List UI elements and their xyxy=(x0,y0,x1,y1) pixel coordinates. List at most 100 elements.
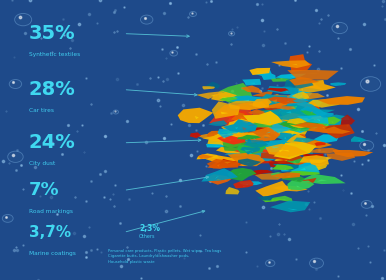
Circle shape xyxy=(190,12,196,16)
Polygon shape xyxy=(197,133,221,139)
Polygon shape xyxy=(293,137,316,143)
Text: Personal care products, Plastic pellets, Wet wipes, Tea bags
Cigarette butts, La: Personal care products, Plastic pellets,… xyxy=(108,249,222,264)
Polygon shape xyxy=(291,106,298,109)
Polygon shape xyxy=(290,102,294,103)
Polygon shape xyxy=(312,119,342,130)
Polygon shape xyxy=(242,148,257,155)
Polygon shape xyxy=(288,144,293,145)
Polygon shape xyxy=(319,151,328,152)
Polygon shape xyxy=(271,172,285,178)
Polygon shape xyxy=(215,176,219,179)
Polygon shape xyxy=(309,160,329,166)
Polygon shape xyxy=(259,130,276,141)
Polygon shape xyxy=(227,128,249,136)
Polygon shape xyxy=(291,92,310,101)
Polygon shape xyxy=(253,138,256,140)
Polygon shape xyxy=(292,163,299,164)
Polygon shape xyxy=(222,95,261,102)
Polygon shape xyxy=(299,178,317,184)
Polygon shape xyxy=(246,132,271,142)
Polygon shape xyxy=(292,64,298,65)
Polygon shape xyxy=(290,124,308,128)
Polygon shape xyxy=(284,122,313,132)
Polygon shape xyxy=(217,164,220,167)
Polygon shape xyxy=(290,76,295,78)
Polygon shape xyxy=(274,130,275,132)
Polygon shape xyxy=(251,170,274,175)
Polygon shape xyxy=(254,69,276,80)
Polygon shape xyxy=(225,130,244,140)
Polygon shape xyxy=(178,108,213,123)
Polygon shape xyxy=(317,119,320,122)
Polygon shape xyxy=(238,173,242,175)
Polygon shape xyxy=(294,180,298,181)
Polygon shape xyxy=(284,77,313,88)
Polygon shape xyxy=(228,163,231,164)
Polygon shape xyxy=(239,181,263,185)
Polygon shape xyxy=(271,104,308,111)
Text: 7%: 7% xyxy=(29,181,59,199)
Polygon shape xyxy=(242,186,247,187)
Polygon shape xyxy=(235,117,258,123)
Polygon shape xyxy=(252,90,274,97)
Polygon shape xyxy=(249,153,252,154)
Polygon shape xyxy=(217,159,240,165)
Polygon shape xyxy=(299,155,332,163)
Polygon shape xyxy=(274,162,292,171)
Polygon shape xyxy=(251,139,295,154)
Polygon shape xyxy=(211,95,216,96)
Polygon shape xyxy=(253,139,256,141)
Polygon shape xyxy=(284,169,286,170)
Polygon shape xyxy=(274,91,278,92)
Polygon shape xyxy=(332,121,334,123)
Polygon shape xyxy=(252,151,261,153)
Polygon shape xyxy=(285,101,327,120)
Polygon shape xyxy=(235,127,238,129)
Polygon shape xyxy=(253,99,272,108)
Polygon shape xyxy=(288,101,321,120)
Polygon shape xyxy=(279,110,281,112)
Polygon shape xyxy=(262,118,283,125)
Polygon shape xyxy=(339,85,341,86)
Polygon shape xyxy=(247,127,281,143)
Polygon shape xyxy=(220,137,225,139)
Polygon shape xyxy=(207,159,239,169)
Polygon shape xyxy=(292,142,312,152)
Polygon shape xyxy=(287,70,339,80)
Polygon shape xyxy=(281,125,311,133)
Polygon shape xyxy=(228,133,231,134)
Circle shape xyxy=(229,32,234,36)
Polygon shape xyxy=(235,118,274,132)
Polygon shape xyxy=(266,144,308,157)
Polygon shape xyxy=(249,138,251,139)
Polygon shape xyxy=(316,125,331,128)
Polygon shape xyxy=(293,80,325,94)
Polygon shape xyxy=(325,115,350,121)
Polygon shape xyxy=(240,145,252,146)
Polygon shape xyxy=(252,120,279,128)
Polygon shape xyxy=(237,143,267,157)
Polygon shape xyxy=(306,182,310,183)
Polygon shape xyxy=(245,162,251,163)
Text: Marine coatings: Marine coatings xyxy=(29,251,76,256)
Polygon shape xyxy=(229,102,270,110)
Polygon shape xyxy=(262,104,310,120)
Polygon shape xyxy=(224,148,250,156)
Polygon shape xyxy=(298,129,301,131)
Polygon shape xyxy=(279,96,301,103)
Polygon shape xyxy=(290,120,292,122)
Polygon shape xyxy=(300,95,303,97)
Polygon shape xyxy=(322,127,325,128)
Polygon shape xyxy=(249,151,280,161)
Polygon shape xyxy=(267,146,290,151)
Polygon shape xyxy=(311,116,324,121)
Polygon shape xyxy=(214,134,216,135)
Polygon shape xyxy=(251,151,253,152)
Polygon shape xyxy=(230,96,238,98)
Polygon shape xyxy=(288,155,290,156)
Circle shape xyxy=(141,16,152,24)
Polygon shape xyxy=(273,196,293,202)
Polygon shape xyxy=(263,125,274,126)
Polygon shape xyxy=(267,86,299,94)
Polygon shape xyxy=(272,185,308,192)
